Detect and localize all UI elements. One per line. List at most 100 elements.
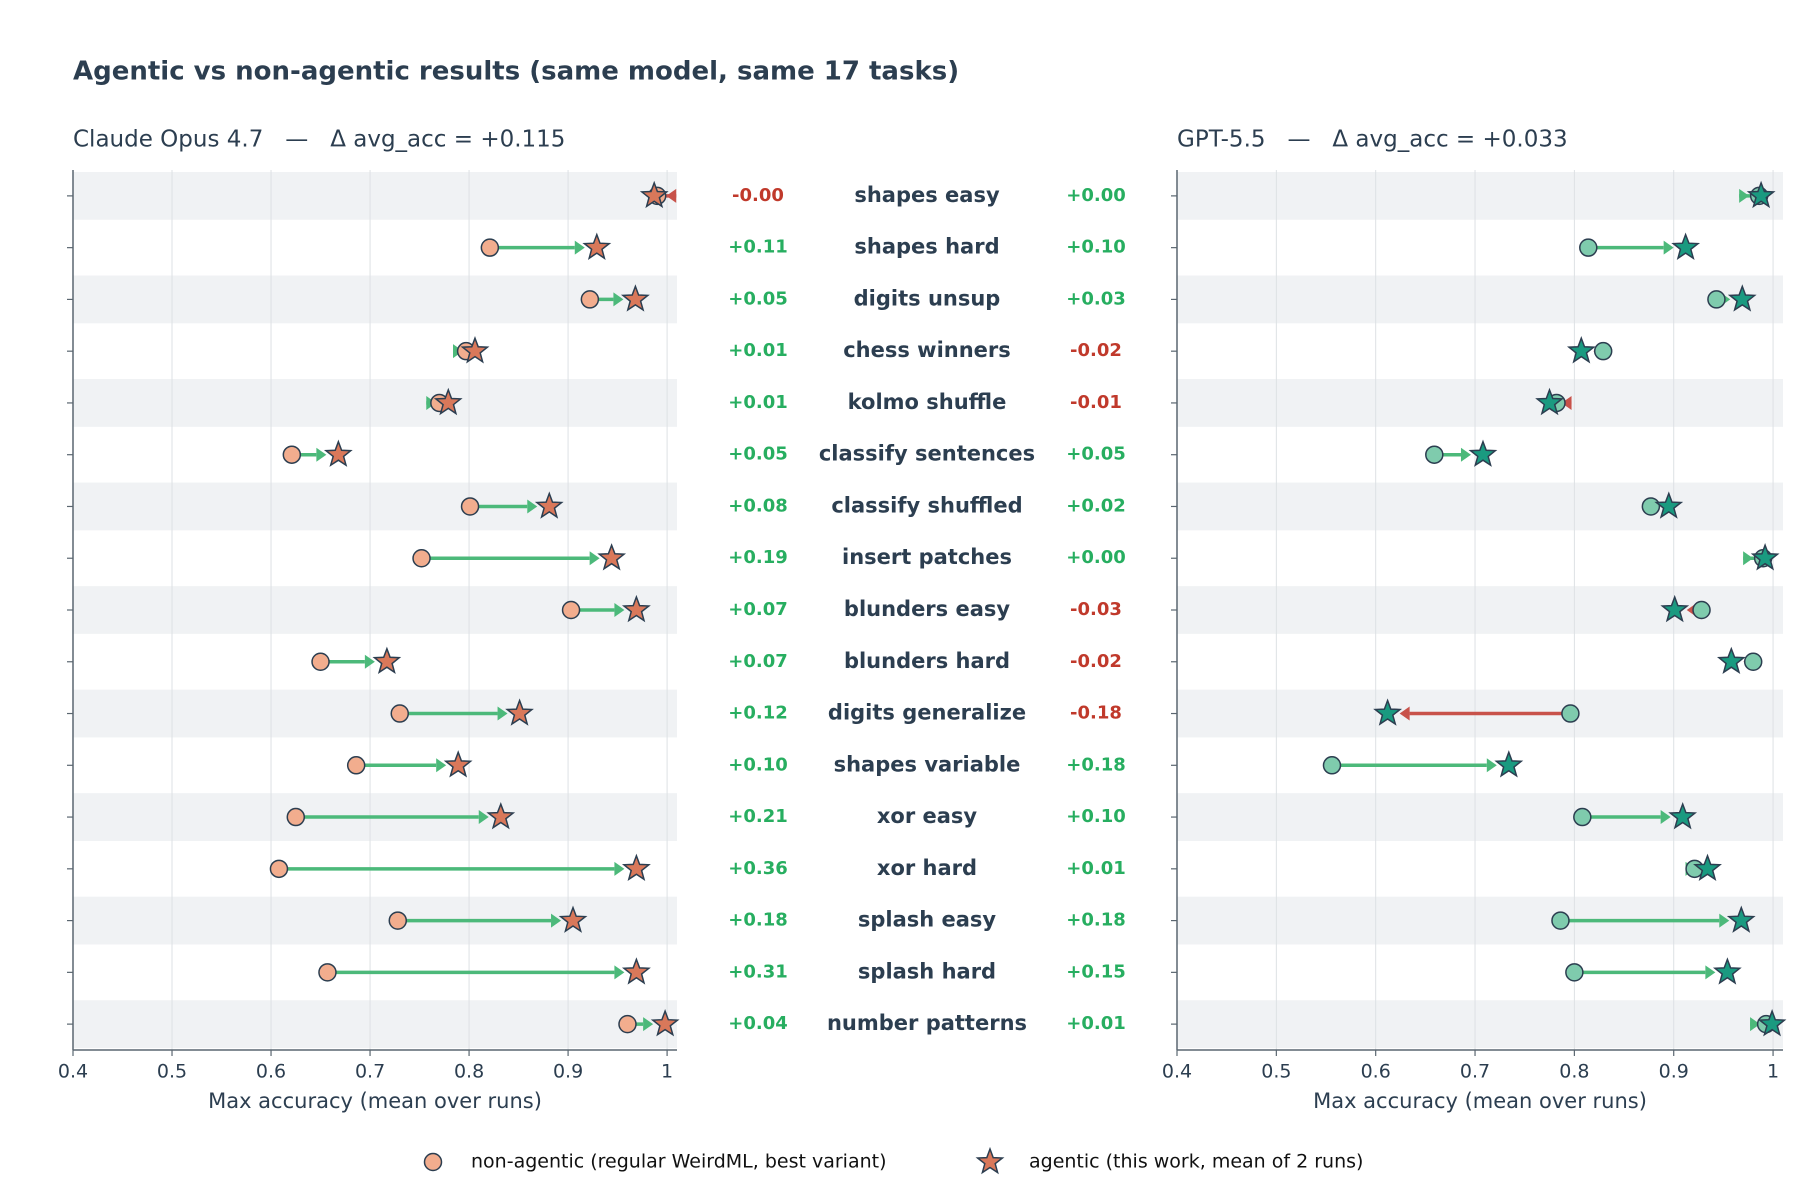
non-agentic-marker [1322, 756, 1342, 775]
non-agentic-marker [561, 600, 581, 620]
agentic-marker [1750, 543, 1780, 571]
change-arrow [397, 913, 562, 928]
x-tick-label: 0.4 [1162, 1061, 1192, 1083]
non-agentic-marker [269, 859, 289, 879]
delta-label: +0.10 [1066, 806, 1126, 827]
row-band [73, 1000, 677, 1048]
category-label: classify shuffled [831, 493, 1022, 517]
delta-label: +0.04 [728, 1013, 788, 1034]
non-agentic-marker [460, 497, 480, 516]
arrow-head [1705, 965, 1716, 980]
row-band [1177, 1000, 1783, 1048]
arrow-head [643, 1017, 654, 1032]
figure-title: Agentic vs non-agentic results (same mod… [73, 57, 959, 87]
arrow-head [614, 965, 625, 980]
delta-label: +0.18 [1066, 910, 1126, 931]
delta-label: +0.07 [728, 599, 788, 620]
delta-label: +0.10 [1066, 237, 1126, 258]
delta-label: +0.01 [1066, 1013, 1126, 1034]
agentic-marker [1717, 646, 1746, 675]
agentic-marker [1757, 1008, 1787, 1037]
agentic-marker [1746, 180, 1776, 209]
category-label: xor hard [877, 856, 977, 880]
change-arrow [470, 499, 538, 514]
row-band [73, 689, 677, 738]
change-arrow [295, 810, 489, 825]
x-tick-label: 0.6 [1361, 1061, 1391, 1083]
category-label: digits unsup [854, 286, 1001, 310]
delta-label: +0.18 [728, 910, 788, 931]
delta-label: +0.15 [1066, 961, 1126, 982]
non-agentic-marker [1692, 600, 1711, 620]
arrow-head [666, 188, 677, 203]
delta-label: +0.18 [1066, 754, 1126, 775]
category-label: digits generalize [828, 701, 1026, 725]
category-label: blunders easy [844, 597, 1010, 621]
agentic-marker [1535, 387, 1564, 416]
change-arrow [1560, 913, 1730, 928]
agentic-marker [621, 853, 651, 882]
delta-label: +0.05 [1066, 444, 1126, 465]
delta-label: +0.31 [728, 961, 788, 982]
agentic-marker [1494, 750, 1524, 778]
non-agentic-marker [1579, 238, 1598, 257]
category-label: shapes hard [854, 235, 999, 259]
delta-label: +0.19 [728, 547, 788, 568]
change-arrow [356, 758, 447, 773]
change-arrow [278, 861, 625, 876]
x-tick-label: 0.5 [1261, 1061, 1291, 1083]
arrow-head [613, 292, 624, 307]
non-agentic-marker [1551, 911, 1570, 930]
non-agentic-marker [1573, 807, 1592, 827]
non-agentic-marker [388, 911, 408, 930]
arrow-head [1561, 395, 1572, 410]
category-label: splash easy [858, 908, 997, 932]
agentic-marker [1566, 336, 1596, 364]
delta-label: +0.01 [728, 340, 788, 361]
arrow-head [527, 499, 538, 514]
agentic-marker [372, 646, 402, 675]
arrow-head [551, 913, 562, 928]
non-agentic-marker [390, 704, 410, 723]
agentic-marker [1726, 905, 1756, 933]
delta-label: +0.00 [1066, 547, 1126, 568]
agentic-marker [597, 543, 627, 571]
agentic-marker [639, 180, 669, 209]
arrow-head [316, 447, 327, 462]
row-band [1177, 793, 1783, 841]
agentic-marker [620, 284, 650, 312]
row-band [1177, 172, 1783, 220]
agentic-marker [1660, 594, 1690, 623]
agentic-marker [621, 594, 651, 623]
arrow-head [1750, 1017, 1761, 1032]
category-label: splash hard [858, 959, 996, 983]
change-arrow [1399, 706, 1571, 721]
arrow-head [1663, 240, 1674, 255]
legend-label: non-agentic (regular WeirdML, best varia… [471, 1151, 887, 1173]
row-band [1177, 379, 1783, 427]
arrow-head [1460, 447, 1471, 462]
delta-label: -0.00 [732, 185, 784, 206]
category-label: xor easy [877, 804, 978, 828]
non-agentic-marker [412, 548, 431, 568]
agentic-marker [534, 491, 564, 519]
change-arrow [1582, 810, 1671, 825]
row-band [73, 379, 677, 427]
non-agentic-marker [1565, 963, 1584, 982]
x-tick-label: 0.9 [553, 1061, 583, 1083]
x-tick-label: 0.8 [454, 1061, 484, 1083]
agentic-marker [1468, 439, 1498, 467]
x-tick-label: 0.9 [1659, 1061, 1689, 1083]
arrow-head [436, 758, 447, 773]
category-label: classify sentences [819, 442, 1035, 466]
non-agentic-marker [580, 290, 600, 309]
delta-label: +0.36 [728, 858, 788, 879]
category-label: shapes variable [834, 752, 1021, 776]
row-band [1177, 482, 1783, 531]
agentic-marker [582, 232, 612, 260]
arrow-head [574, 240, 585, 255]
agentic-marker [1654, 491, 1684, 519]
change-arrow [327, 965, 625, 980]
category-label: shapes easy [854, 183, 1000, 207]
